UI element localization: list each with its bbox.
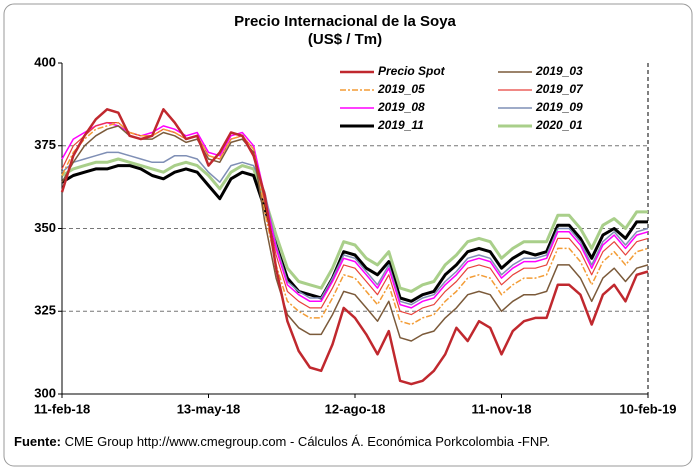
- series-line: [60, 108, 649, 386]
- y-tick-label: 375: [34, 137, 56, 152]
- x-tick-label: 11-feb-18: [34, 401, 90, 416]
- chart-subtitle: (US$ / Tm): [308, 31, 382, 48]
- x-tick-label: 11-nov-18: [472, 401, 532, 416]
- x-tick-label: 13-may-18: [177, 401, 241, 416]
- series-line: [61, 121, 649, 309]
- legend-label: 2019_05: [377, 82, 425, 96]
- source-label: Fuente:: [14, 434, 61, 449]
- series-line: [61, 157, 648, 293]
- source: Fuente: CME Group http://www.cmegroup.co…: [14, 434, 614, 449]
- series-line: [61, 121, 649, 326]
- x-tick-label: 10-feb-19: [619, 401, 676, 416]
- legend-label: 2019_09: [535, 100, 583, 114]
- series-line: [61, 151, 649, 306]
- y-tick-label: 300: [34, 385, 56, 400]
- legend-label: 2019_11: [377, 118, 424, 132]
- legend-label: Precio Spot: [378, 64, 446, 78]
- source-text: CME Group http://www.cmegroup.com - Cálc…: [64, 434, 550, 449]
- y-tick-label: 350: [34, 220, 56, 235]
- y-tick-label: 400: [34, 54, 56, 69]
- frame: [3, 3, 693, 467]
- series-line: [61, 164, 648, 303]
- legend-label: 2019_07: [535, 82, 584, 96]
- legend-label: 2019_03: [535, 64, 583, 78]
- y-tick-label: 325: [34, 303, 56, 318]
- series-line: [61, 125, 649, 342]
- legend-label: 2020_01: [535, 118, 583, 132]
- chart-title: Precio Internacional de la Soya: [234, 13, 456, 30]
- legend-label: 2019_08: [377, 100, 425, 114]
- x-tick-label: 12-ago-18: [325, 401, 386, 416]
